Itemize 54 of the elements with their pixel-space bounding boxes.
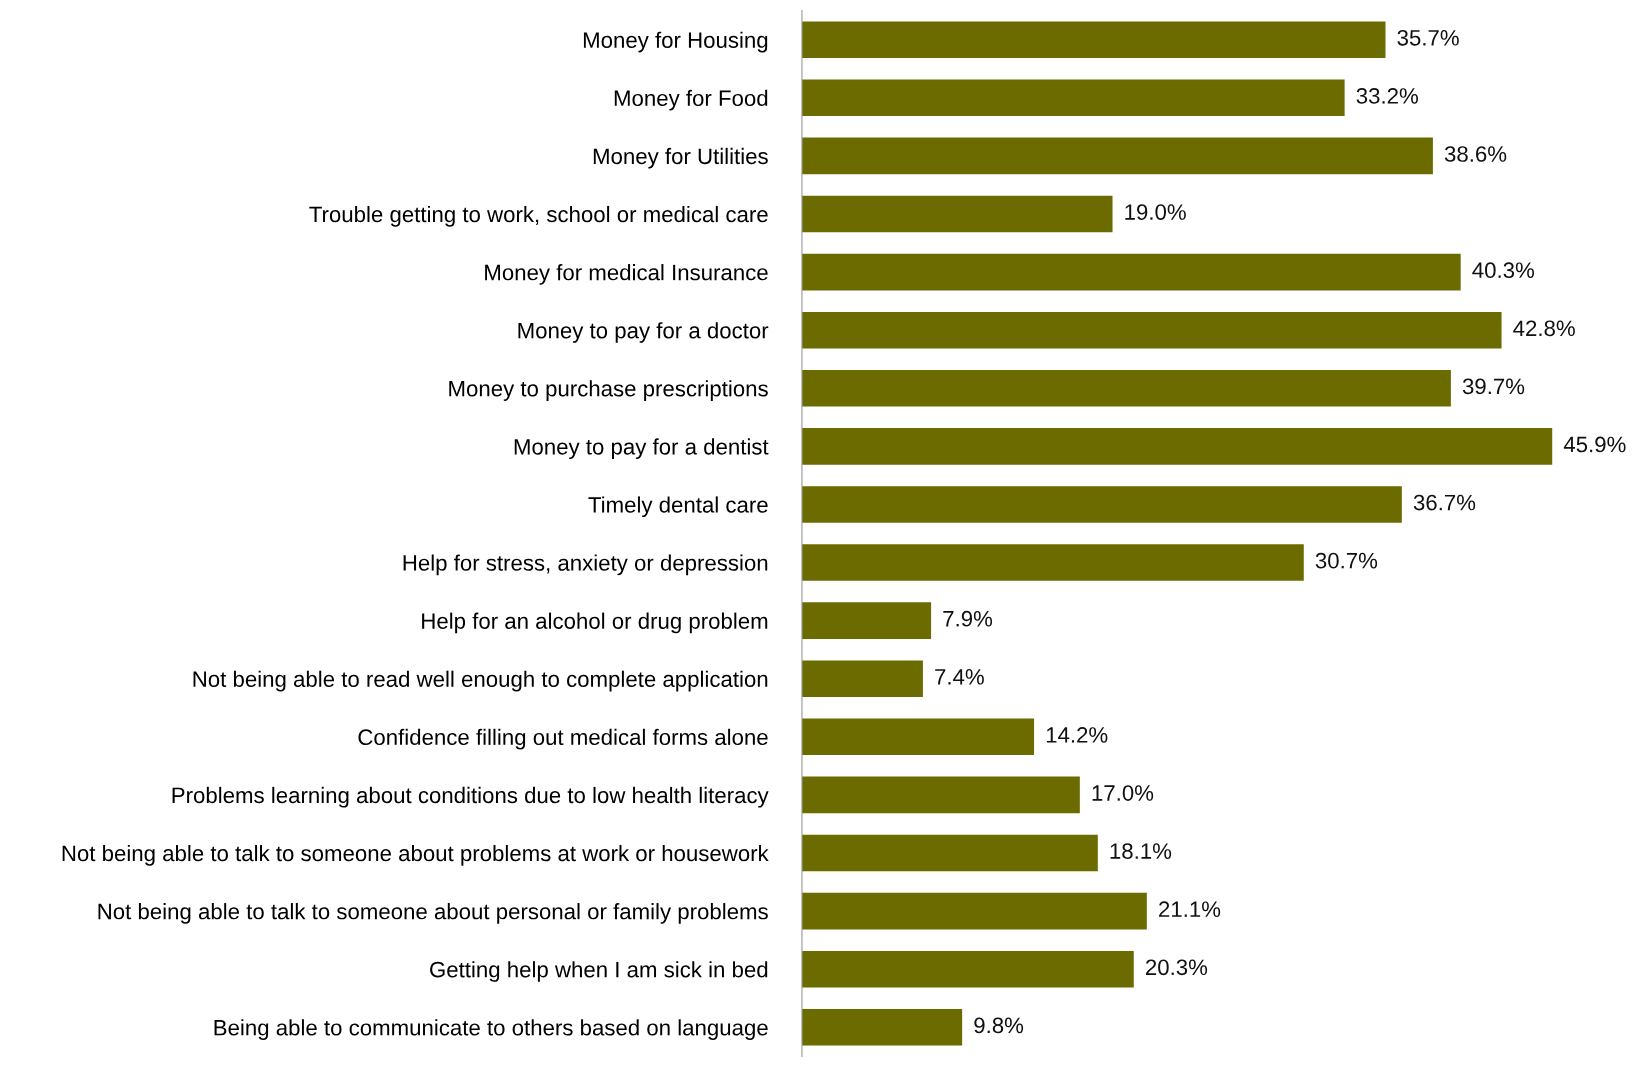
y-tick-label: Not being able to talk to someone about personal or family problems <box>98 903 768 924</box>
y-tick-label: Trouble getting to work, school or medical care <box>309 205 768 227</box>
bar <box>801 369 1451 407</box>
data-label: 21.1% <box>1159 901 1221 917</box>
data-label: 39.7% <box>1462 378 1525 395</box>
data-label: 9.8% <box>974 1017 1024 1034</box>
bar <box>801 602 932 639</box>
data-label: 17.0% <box>1092 785 1154 801</box>
bar <box>801 21 1386 59</box>
bar <box>801 428 1553 465</box>
bar <box>801 137 1433 175</box>
y-tick-label: Money to pay for a doctor <box>518 322 769 343</box>
bar <box>801 660 923 698</box>
data-label: 40.3% <box>1472 262 1535 279</box>
data-label: 38.6% <box>1444 146 1507 162</box>
y-tick-label: Problems learning about conditions due to low health literacy <box>172 786 769 808</box>
bar <box>801 718 1035 756</box>
y-tick-label: Help for stress, anxiety or depression <box>403 554 768 576</box>
data-label: 14.2% <box>1046 727 1108 743</box>
bar <box>801 834 1098 872</box>
data-label: 20.3% <box>1146 959 1208 976</box>
bar <box>801 776 1080 814</box>
y-tick-label: Confidence filling out medical forms alone <box>358 728 768 750</box>
y-tick-label: Money to purchase prescriptions <box>449 380 768 401</box>
data-label: 18.1% <box>1110 843 1172 859</box>
bar <box>801 195 1113 233</box>
y-tick-label: Money to pay for a dentist <box>514 438 769 460</box>
data-label: 19.0% <box>1125 204 1186 220</box>
y-tick-label: Not being able to talk to someone about problems at work or housework <box>62 844 769 866</box>
bar <box>801 892 1147 930</box>
data-label: 7.9% <box>943 610 993 627</box>
data-label: 7.4% <box>935 669 984 685</box>
y-tick-label: Not being able to read well enough to complete application <box>193 670 768 692</box>
bar <box>801 950 1134 988</box>
y-tick-label: Being able to communicate to others based on language <box>214 1019 768 1040</box>
data-label: 42.8% <box>1513 320 1575 337</box>
y-tick-label: Money for Utilities <box>593 147 768 169</box>
bar <box>801 253 1461 291</box>
data-label: 35.7% <box>1397 29 1459 46</box>
y-tick-label: Money for medical Insurance <box>485 264 768 285</box>
data-label: 33.2% <box>1356 88 1418 104</box>
data-label: 45.9% <box>1563 436 1626 453</box>
bar <box>801 1008 963 1046</box>
bar <box>801 79 1345 117</box>
y-tick-label: Getting help when I am sick in bed <box>430 961 768 982</box>
bar <box>801 544 1304 581</box>
bar <box>801 311 1502 349</box>
bar <box>801 486 1402 523</box>
y-tick-label: Help for an alcohol or drug problem <box>422 612 768 634</box>
y-tick-label: Timely dental care <box>588 496 768 518</box>
y-tick-label: Money for Housing <box>583 31 768 53</box>
y-tick-label: Money for Food <box>614 89 768 111</box>
data-label: 36.7% <box>1413 494 1476 511</box>
data-label: 30.7% <box>1315 552 1378 569</box>
